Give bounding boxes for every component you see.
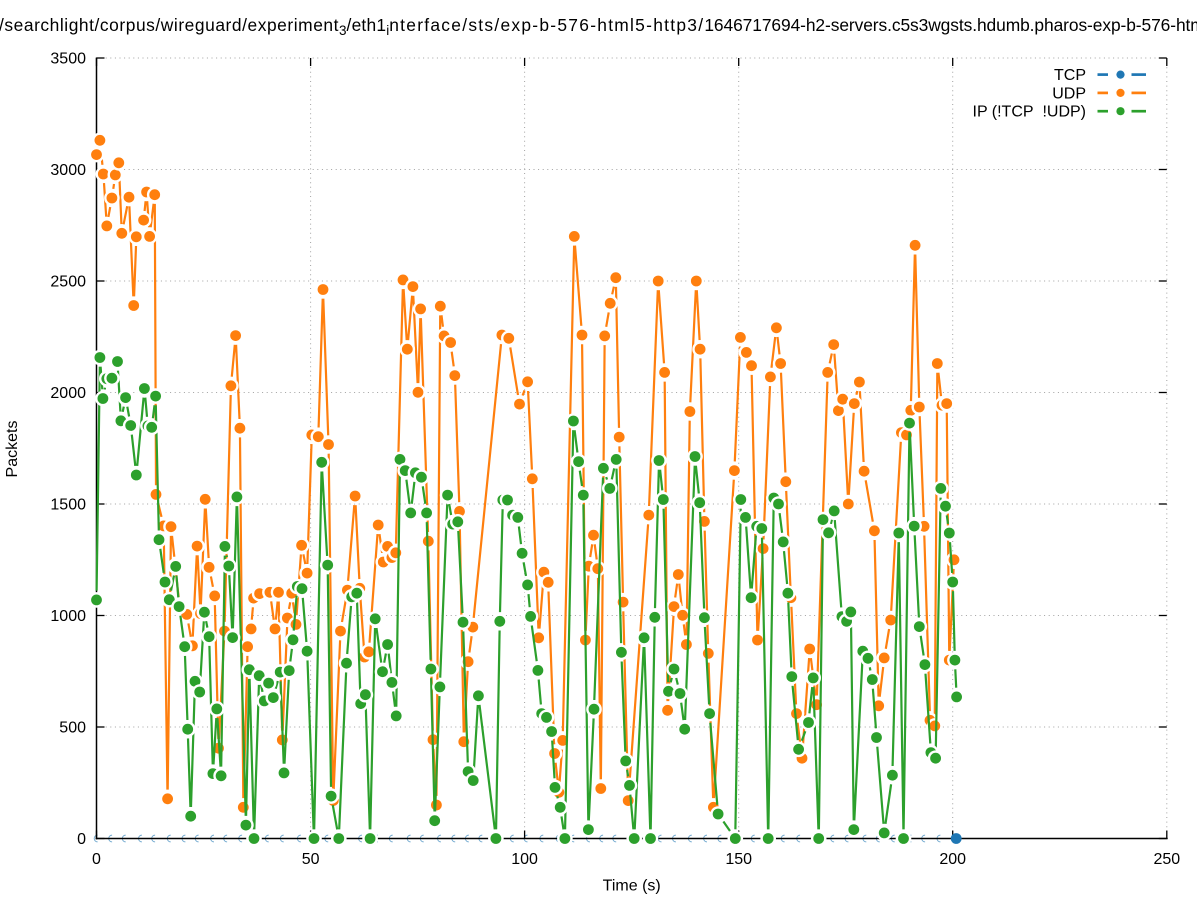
svg-text:0: 0	[92, 851, 101, 868]
svg-text:3000: 3000	[50, 162, 86, 179]
svg-text:UDP: UDP	[1052, 85, 1086, 102]
svg-text:Packets: Packets	[4, 421, 21, 478]
svg-text:2500: 2500	[50, 274, 86, 291]
svg-text:IP (!TCP !UDP): IP (!TCP !UDP)	[973, 104, 1087, 121]
svg-text:250: 250	[1153, 851, 1180, 868]
svg-text:500: 500	[59, 720, 86, 737]
svg-text:TCP: TCP	[1054, 67, 1086, 84]
svg-text:1000: 1000	[50, 608, 86, 625]
svg-text:100: 100	[511, 851, 538, 868]
svg-text:2000: 2000	[50, 385, 86, 402]
svg-text:200: 200	[939, 851, 966, 868]
svg-text:150: 150	[725, 851, 752, 868]
svg-text:Time (s): Time (s)	[603, 877, 661, 894]
svg-text:50: 50	[302, 851, 320, 868]
svg-text:/searchlight/corpus/wireguard/: /searchlight/corpus/wireguard/experiment…	[0, 15, 1197, 38]
svg-text:3500: 3500	[50, 51, 86, 68]
svg-text:0: 0	[77, 831, 86, 848]
svg-text:1500: 1500	[50, 497, 86, 514]
